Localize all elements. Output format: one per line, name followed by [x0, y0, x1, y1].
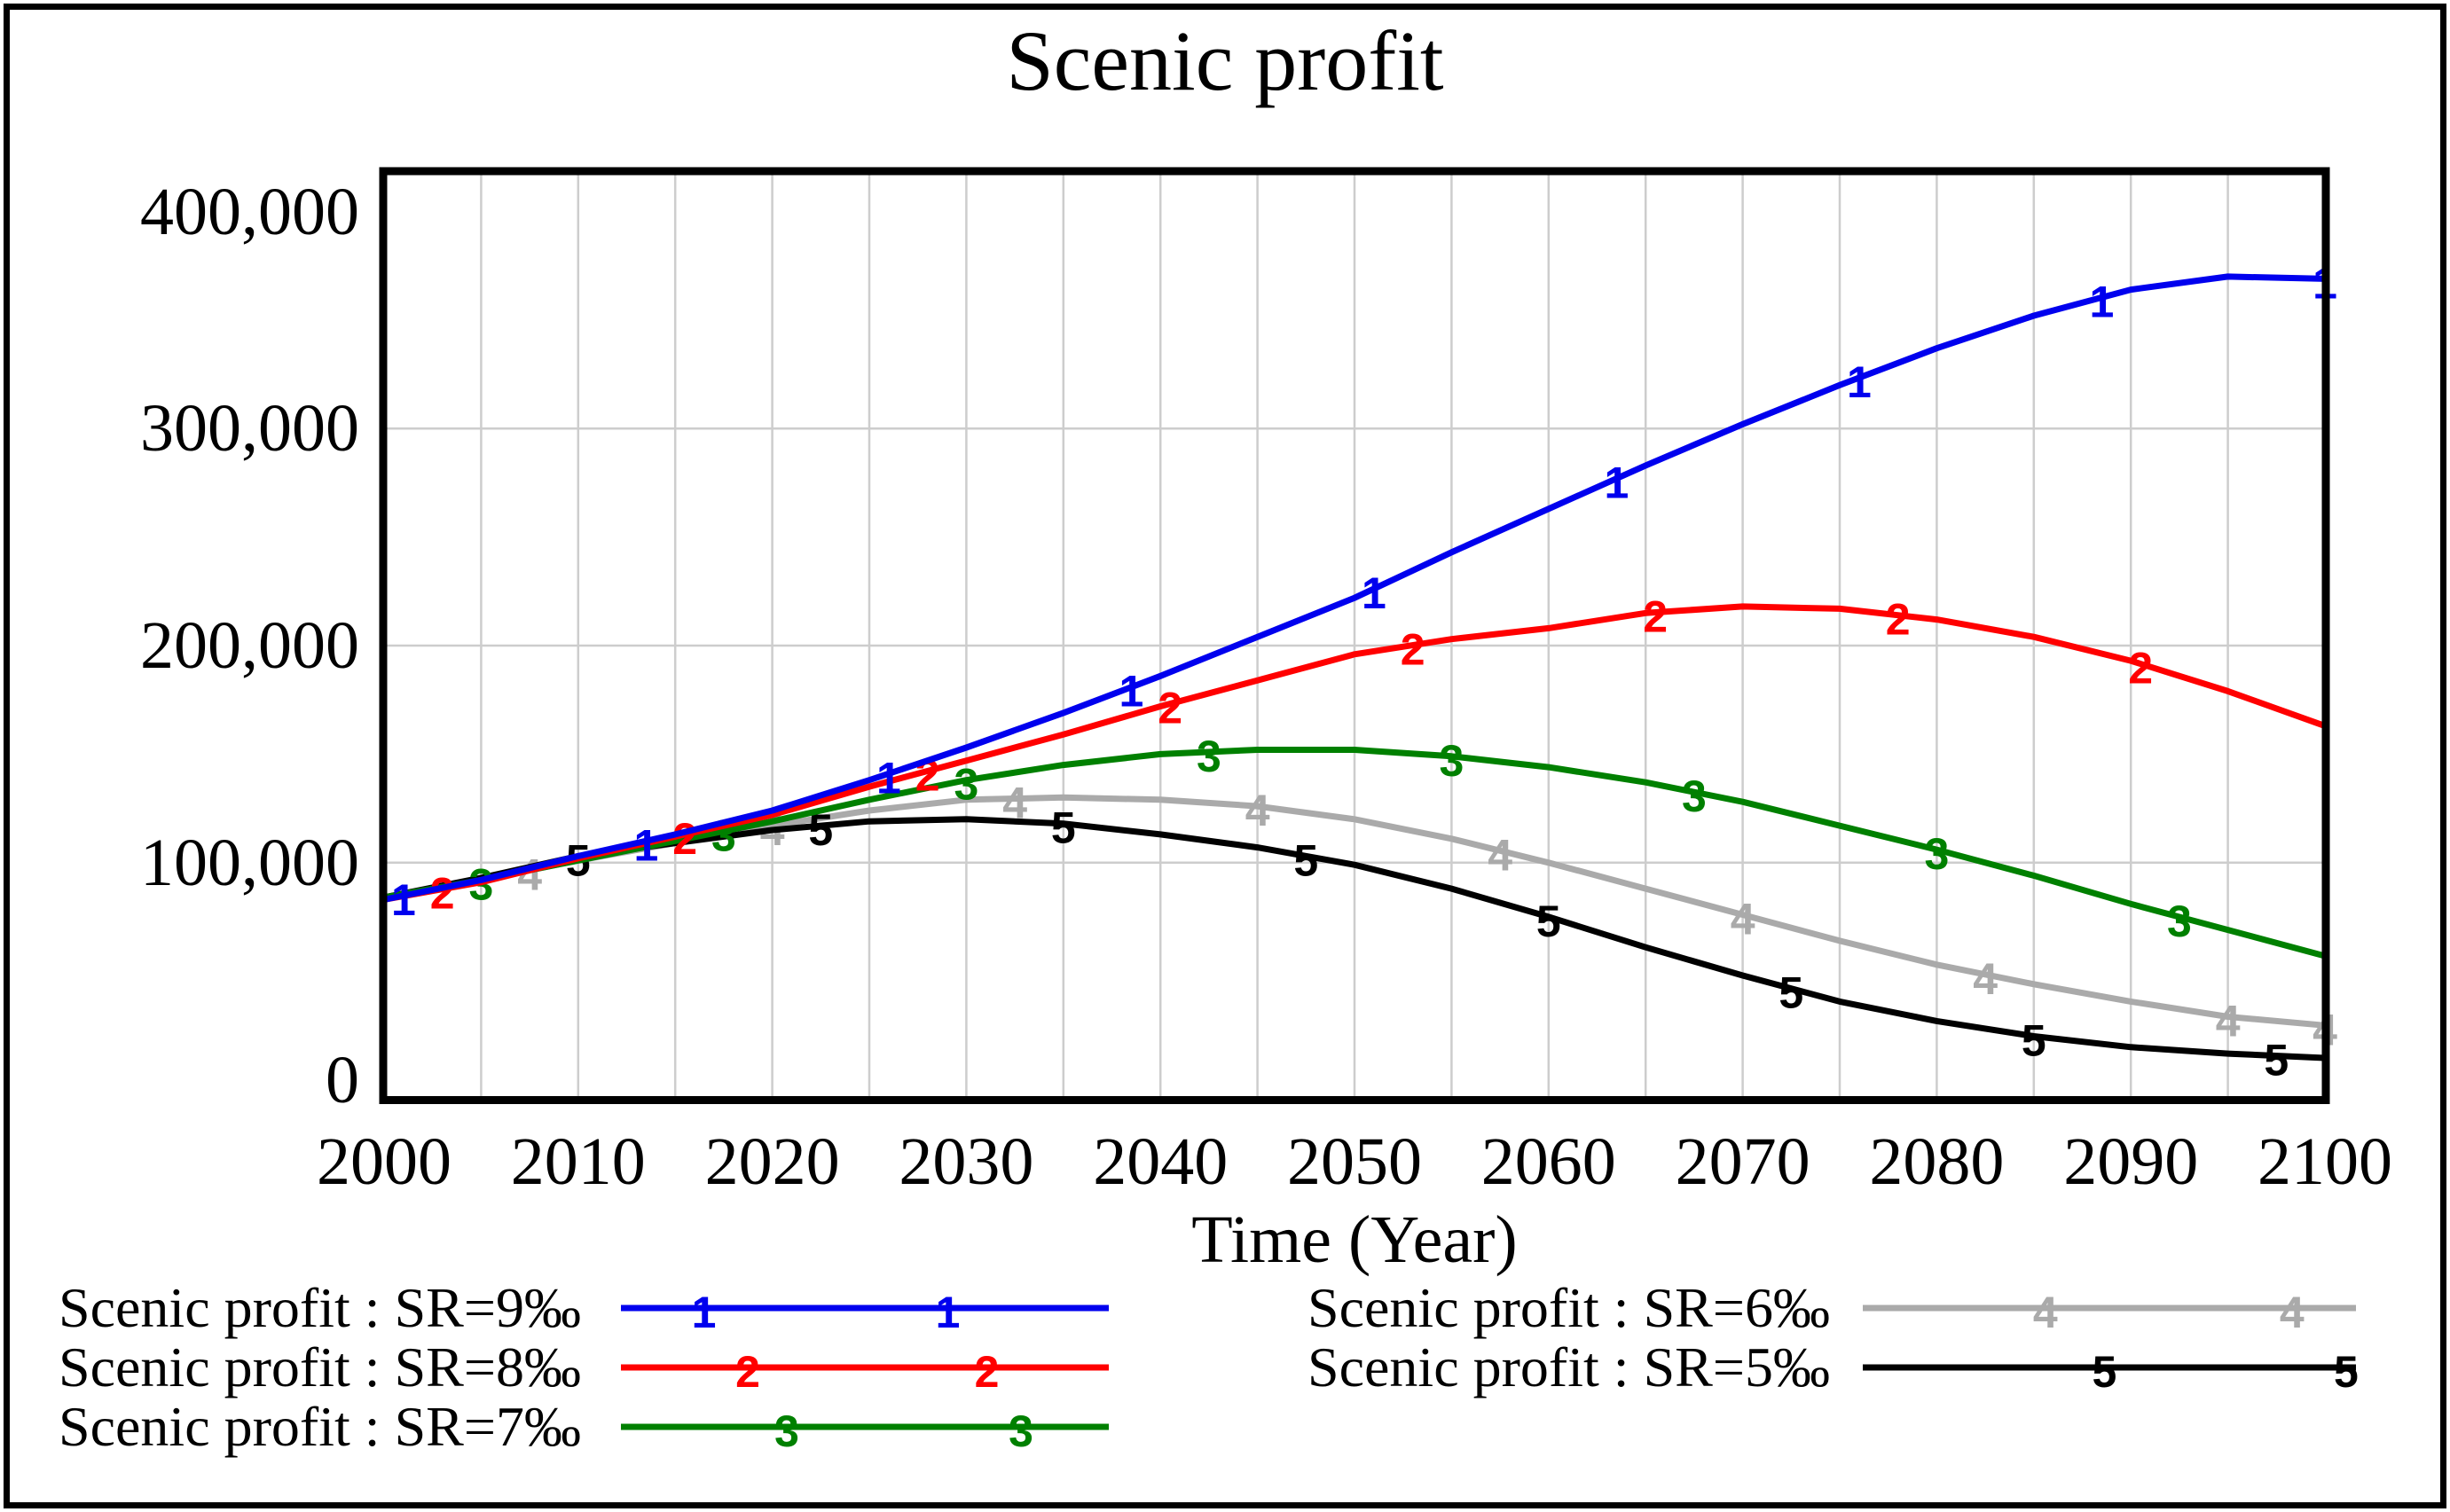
- x-axis-tick-label: 2010: [510, 1124, 646, 1199]
- series-3-marker: 3: [1924, 829, 1949, 879]
- chart-title: Scenic profit: [1006, 13, 1444, 108]
- series-5-marker: 5: [1051, 803, 1076, 853]
- legend-marker-4: 4: [2033, 1288, 2058, 1337]
- plot-border: [379, 167, 2330, 1104]
- series-5-marker: 5: [1293, 835, 1318, 885]
- series-4-marker: 4: [1245, 786, 1270, 835]
- series-1-marker: 1: [1362, 568, 1386, 618]
- y-axis-tick-label: 400,000: [140, 174, 359, 249]
- legend-marker-3: 3: [774, 1406, 799, 1456]
- series-5-marker: 5: [1536, 897, 1561, 946]
- x-axis-tick-label: 2090: [2063, 1124, 2199, 1199]
- y-axis-tick-label: 200,000: [140, 608, 359, 683]
- series-3-marker: 3: [1197, 732, 1221, 781]
- legend-marker-4: 4: [2280, 1288, 2305, 1337]
- x-axis-tick-label: 2070: [1675, 1124, 1810, 1199]
- series-2-marker: 2: [430, 869, 455, 919]
- series-3-marker: 3: [1682, 772, 1707, 821]
- series-1-marker: 1: [2089, 277, 2114, 326]
- legend-label: Scenic profit : SR=9‰: [59, 1276, 581, 1339]
- x-axis-tick-label: 2100: [2258, 1124, 2392, 1199]
- series-2-marker: 2: [672, 814, 697, 864]
- x-axis-tick-label: 2000: [317, 1124, 452, 1199]
- y-axis-tick-label: 300,000: [140, 391, 359, 466]
- series-5-marker: 5: [1779, 968, 1803, 1018]
- legend-marker-5: 5: [2093, 1347, 2117, 1397]
- x-axis-title: Time (Year): [1191, 1203, 1518, 1277]
- series-4-marker: 4: [2216, 997, 2241, 1046]
- x-axis-tick-label: 2080: [1869, 1124, 2005, 1199]
- x-axis-tick-label: 2040: [1093, 1124, 1229, 1199]
- legend-marker-1: 1: [692, 1288, 717, 1337]
- series-2-marker: 2: [2128, 644, 2153, 693]
- series-3-marker: 3: [1439, 736, 1464, 786]
- y-axis-tick-label: 100,000: [140, 825, 359, 900]
- series-1-marker: 1: [391, 875, 416, 925]
- legend-marker-2: 2: [975, 1347, 1000, 1397]
- x-axis-tick-label: 2030: [899, 1124, 1034, 1199]
- series-2-marker: 2: [1158, 684, 1182, 733]
- series-1-marker: 1: [876, 753, 901, 803]
- x-axis-tick-label: 2050: [1287, 1124, 1422, 1199]
- series-2-marker: 2: [1401, 625, 1425, 675]
- series-1-marker: 1: [633, 820, 658, 870]
- series-5-marker: 5: [2264, 1036, 2289, 1085]
- legend-marker-1: 1: [936, 1288, 961, 1337]
- series-1-marker: 1: [1119, 667, 1143, 717]
- series-3-marker: 3: [954, 760, 978, 810]
- legend-label: Scenic profit : SR=6‰: [1307, 1276, 1830, 1339]
- series-5-marker: 5: [2022, 1016, 2046, 1066]
- series-line-1: [381, 273, 2328, 903]
- series-line-5: [381, 816, 2328, 1062]
- series-3-marker: 3: [2167, 897, 2192, 946]
- legend-label: Scenic profit : SR=7‰: [59, 1395, 581, 1458]
- legend-marker-3: 3: [1009, 1406, 1033, 1456]
- series-line-3: [381, 747, 2328, 960]
- series-1-marker: 1: [1847, 357, 1872, 407]
- series-2-marker: 2: [1643, 592, 1668, 642]
- legend-label: Scenic profit : SR=5‰: [1307, 1336, 1830, 1398]
- series-2-marker: 2: [1886, 595, 1911, 645]
- series-4-marker: 4: [1973, 954, 1998, 1004]
- series-4-marker: 4: [1488, 830, 1512, 880]
- y-axis-tick-label: 0: [326, 1042, 359, 1117]
- legend-marker-5: 5: [2334, 1347, 2359, 1397]
- legend-label: Scenic profit : SR=8‰: [59, 1336, 581, 1398]
- series-1-marker: 1: [1604, 458, 1629, 508]
- x-axis-tick-label: 2020: [704, 1124, 840, 1199]
- legend-marker-2: 2: [735, 1347, 760, 1397]
- series-4-marker: 4: [1731, 894, 1755, 944]
- x-axis-tick-label: 2060: [1480, 1124, 1616, 1199]
